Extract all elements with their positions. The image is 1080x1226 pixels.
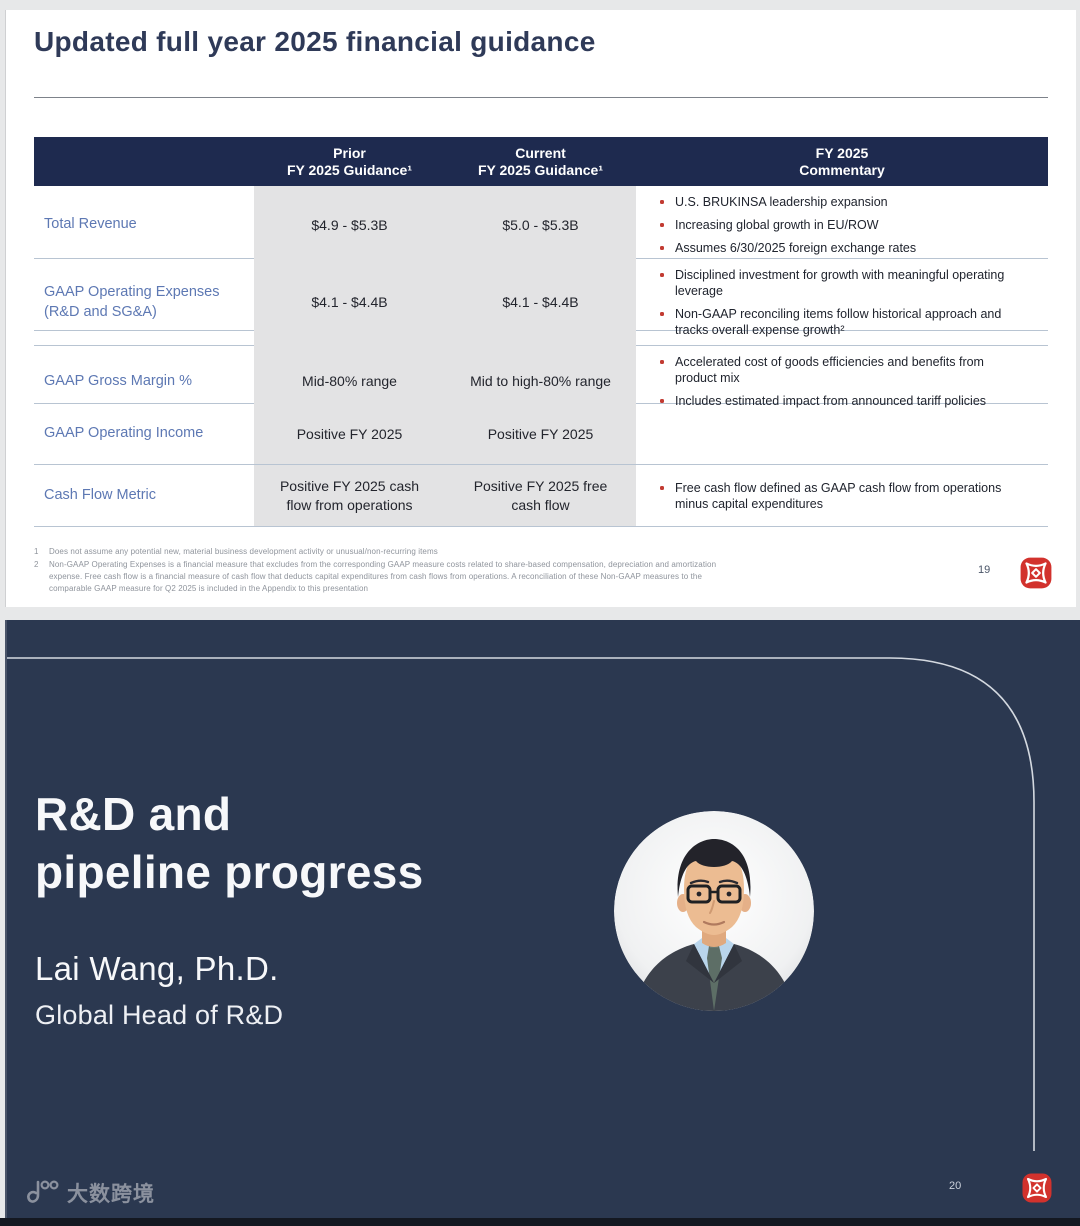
row-label: Total Revenue bbox=[44, 216, 137, 233]
table-header-row: Prior FY 2025 Guidance¹ Current FY 2025 … bbox=[34, 137, 1048, 186]
table-row-gross-margin: GAAP Gross Margin % Mid-80% range Mid to… bbox=[34, 345, 1048, 417]
table-row-operating-income: GAAP Operating Income Positive FY 2025 P… bbox=[34, 403, 1048, 464]
bullet-dot-icon bbox=[660, 200, 664, 204]
current-value: Positive FY 2025 free cash flow bbox=[445, 465, 636, 526]
current-value: Positive FY 2025 bbox=[445, 404, 636, 464]
commentary-bullet: Accelerated cost of goods efficiencies a… bbox=[660, 354, 1014, 386]
bullet-dot-icon bbox=[660, 246, 664, 250]
commentary-bullet: Increasing global growth in EU/ROW bbox=[660, 217, 1014, 233]
section-title: R&D and pipeline progress bbox=[35, 788, 424, 898]
commentary-cell: Disciplined investment for growth with m… bbox=[636, 259, 1048, 346]
prior-value: $4.9 - $5.3B bbox=[254, 186, 445, 264]
commentary-bullet: Non-GAAP reconciling items follow histor… bbox=[660, 306, 1014, 338]
prior-value: Positive FY 2025 cash flow from operatio… bbox=[254, 465, 445, 526]
speaker-role: Global Head of R&D bbox=[35, 1000, 284, 1030]
commentary-cell: Accelerated cost of goods efficiencies a… bbox=[636, 346, 1048, 417]
row-label: Cash Flow Metric bbox=[44, 486, 156, 503]
title-divider bbox=[34, 97, 1048, 98]
footnotes: 1 Does not assume any potential new, mat… bbox=[34, 546, 734, 596]
beone-logo-icon bbox=[1022, 1173, 1052, 1203]
guidance-table: Prior FY 2025 Guidance¹ Current FY 2025 … bbox=[34, 137, 1048, 527]
slide-rd-pipeline-divider: R&D and pipeline progress Lai Wang, Ph.D… bbox=[5, 620, 1080, 1218]
prior-value: $4.1 - $4.4B bbox=[254, 259, 445, 346]
commentary-cell: U.S. BRUKINSA leadership expansion Incre… bbox=[636, 186, 1048, 264]
header-current-guidance: Current FY 2025 Guidance¹ bbox=[477, 144, 603, 178]
watermark-100-icon bbox=[27, 1180, 59, 1203]
rounded-corner-line bbox=[7, 657, 1035, 1151]
watermark: 大数跨境 bbox=[25, 1178, 155, 1208]
row-label: GAAP Operating Expenses (R&D and SG&A) bbox=[44, 283, 220, 320]
watermark-text: 大数跨境 bbox=[67, 1183, 155, 1206]
bullet-dot-icon bbox=[660, 360, 664, 364]
footnote-2: 2 Non-GAAP Operating Expenses is a finan… bbox=[34, 560, 717, 593]
bullet-dot-icon bbox=[660, 273, 664, 277]
commentary-bullet: Disciplined investment for growth with m… bbox=[660, 267, 1014, 299]
commentary-bullet: U.S. BRUKINSA leadership expansion bbox=[660, 194, 1014, 210]
page-title: Updated full year 2025 financial guidanc… bbox=[34, 26, 596, 57]
speaker-headshot-photo bbox=[614, 811, 814, 1011]
commentary-cell bbox=[636, 404, 1048, 464]
header-prior-guidance: Prior FY 2025 Guidance¹ bbox=[286, 144, 412, 178]
commentary-cell: Free cash flow defined as GAAP cash flow… bbox=[636, 465, 1048, 526]
row-label: GAAP Operating Income bbox=[44, 425, 204, 442]
page-number: 19 bbox=[978, 564, 991, 576]
prior-value: Positive FY 2025 bbox=[254, 404, 445, 464]
current-value: $5.0 - $5.3B bbox=[445, 186, 636, 264]
bullet-dot-icon bbox=[660, 399, 664, 403]
bullet-dot-icon bbox=[660, 312, 664, 316]
commentary-bullet: Includes estimated impact from announced… bbox=[660, 393, 1014, 409]
table-row-total-revenue: Total Revenue $4.9 - $5.3B $5.0 - $5.3B … bbox=[34, 186, 1048, 264]
row-label: GAAP Gross Margin % bbox=[44, 372, 193, 389]
header-metric-col bbox=[34, 137, 254, 186]
page-number: 20 bbox=[949, 1180, 962, 1192]
slide-financial-guidance: Updated full year 2025 financial guidanc… bbox=[5, 10, 1076, 607]
table-row-cash-flow: Cash Flow Metric Positive FY 2025 cash f… bbox=[34, 464, 1048, 527]
table-row-gaap-opex: GAAP Operating Expenses (R&D and SG&A) $… bbox=[34, 258, 1048, 346]
beone-logo-icon bbox=[1020, 557, 1052, 589]
commentary-bullet: Assumes 6/30/2025 foreign exchange rates bbox=[660, 240, 1014, 256]
bullet-dot-icon bbox=[660, 223, 664, 227]
footnote-1: 1 Does not assume any potential new, mat… bbox=[34, 547, 438, 556]
current-value: $4.1 - $4.4B bbox=[445, 259, 636, 346]
commentary-bullet: Free cash flow defined as GAAP cash flow… bbox=[660, 480, 1014, 512]
header-commentary: FY 2025 Commentary bbox=[799, 144, 885, 178]
speaker-name: Lai Wang, Ph.D. bbox=[35, 950, 279, 987]
bottom-edge-bar bbox=[0, 1218, 1080, 1226]
bullet-dot-icon bbox=[660, 485, 664, 490]
